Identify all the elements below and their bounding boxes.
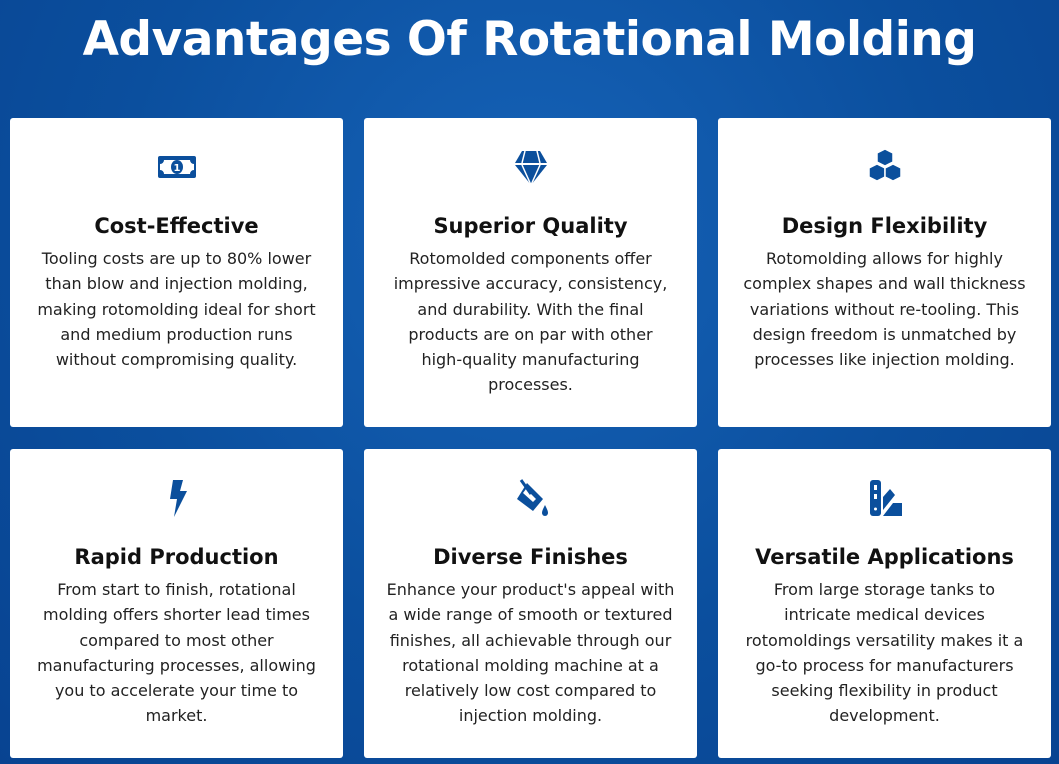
swatchbook-icon [864,477,906,519]
card-text: From large storage tanks to intricate me… [745,580,1024,726]
card-cost-effective: 1 Cost-Effective Tooling costs are up to… [10,118,343,427]
card-design-flexibility: Design Flexibility Rotomolding allows fo… [718,118,1051,427]
card-heading: Diverse Finishes [433,545,628,569]
card-diverse-finishes: Diverse Finishes Enhance your product's … [364,449,697,758]
card-text: From start to finish, rotational molding… [37,580,316,726]
card-versatile-applications: Versatile Applications From large storag… [718,449,1051,758]
card-heading: Superior Quality [433,214,628,238]
card-superior-quality: Superior Quality Rotomolded components o… [364,118,697,427]
money-bill-icon: 1 [156,146,198,188]
gem-icon [510,146,552,188]
card-heading: Design Flexibility [781,214,988,238]
card-heading: Cost-Effective [94,214,259,238]
card-text: Rotomolding allows for highly complex sh… [743,249,1026,370]
card-heading: Rapid Production [74,545,279,569]
card-heading: Versatile Applications [755,545,1014,569]
bolt-icon [156,477,198,519]
paint-bucket-icon [510,477,552,519]
page-title: Advantages Of Rotational Molding [82,12,977,67]
card-text: Rotomolded components offer impressive a… [393,249,668,395]
card-rapid-production: Rapid Production From start to finish, r… [10,449,343,758]
cubes-icon [864,146,906,188]
card-text: Tooling costs are up to 80% lower than b… [37,249,316,370]
card-text: Enhance your product's appeal with a wid… [386,580,675,726]
svg-text:1: 1 [174,163,181,174]
